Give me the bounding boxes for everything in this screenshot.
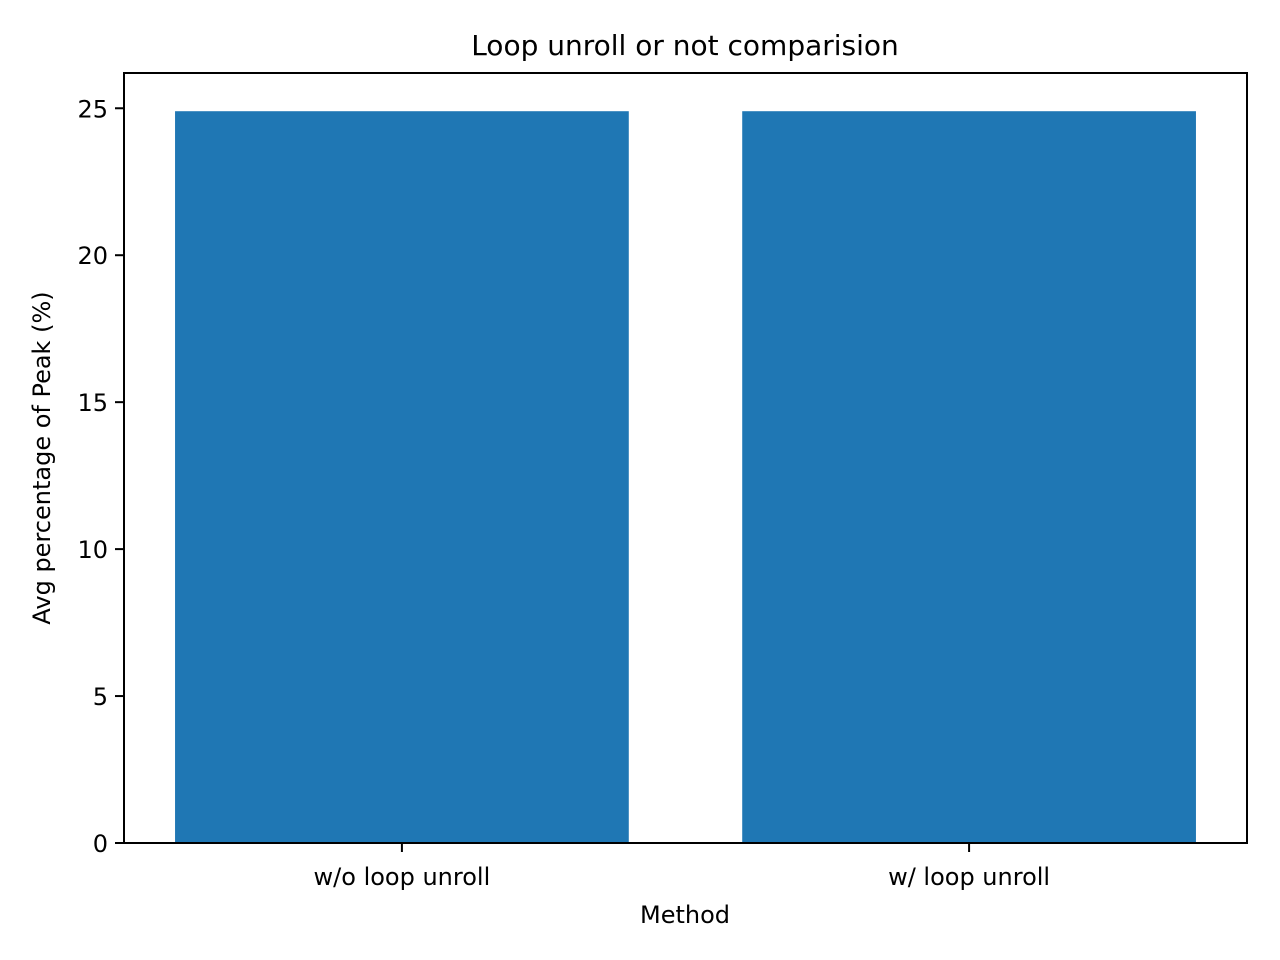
plot-frame [123, 72, 1248, 844]
y-tick-label-0: 0 [93, 830, 108, 858]
y-tick-label-5: 25 [77, 95, 108, 123]
y-axis: 0 5 10 15 20 25 [77, 95, 124, 858]
x-tick-label-1: w/ loop unroll [888, 863, 1050, 891]
x-tick-label-0: w/o loop unroll [314, 863, 491, 891]
bar-0 [175, 111, 629, 843]
y-tick-label-2: 10 [77, 536, 108, 564]
y-tick-label-3: 15 [77, 389, 108, 417]
bars-group [175, 111, 1196, 843]
y-tick-label-1: 5 [93, 683, 108, 711]
x-axis-label: Method [640, 901, 730, 929]
y-tick-label-4: 20 [77, 242, 108, 270]
chart-title: Loop unroll or not comparision [471, 29, 899, 62]
y-axis-label: Avg percentage of Peak (%) [28, 291, 56, 624]
bar-1 [742, 111, 1196, 843]
x-axis: w/o loop unroll w/ loop unroll [314, 843, 1050, 891]
